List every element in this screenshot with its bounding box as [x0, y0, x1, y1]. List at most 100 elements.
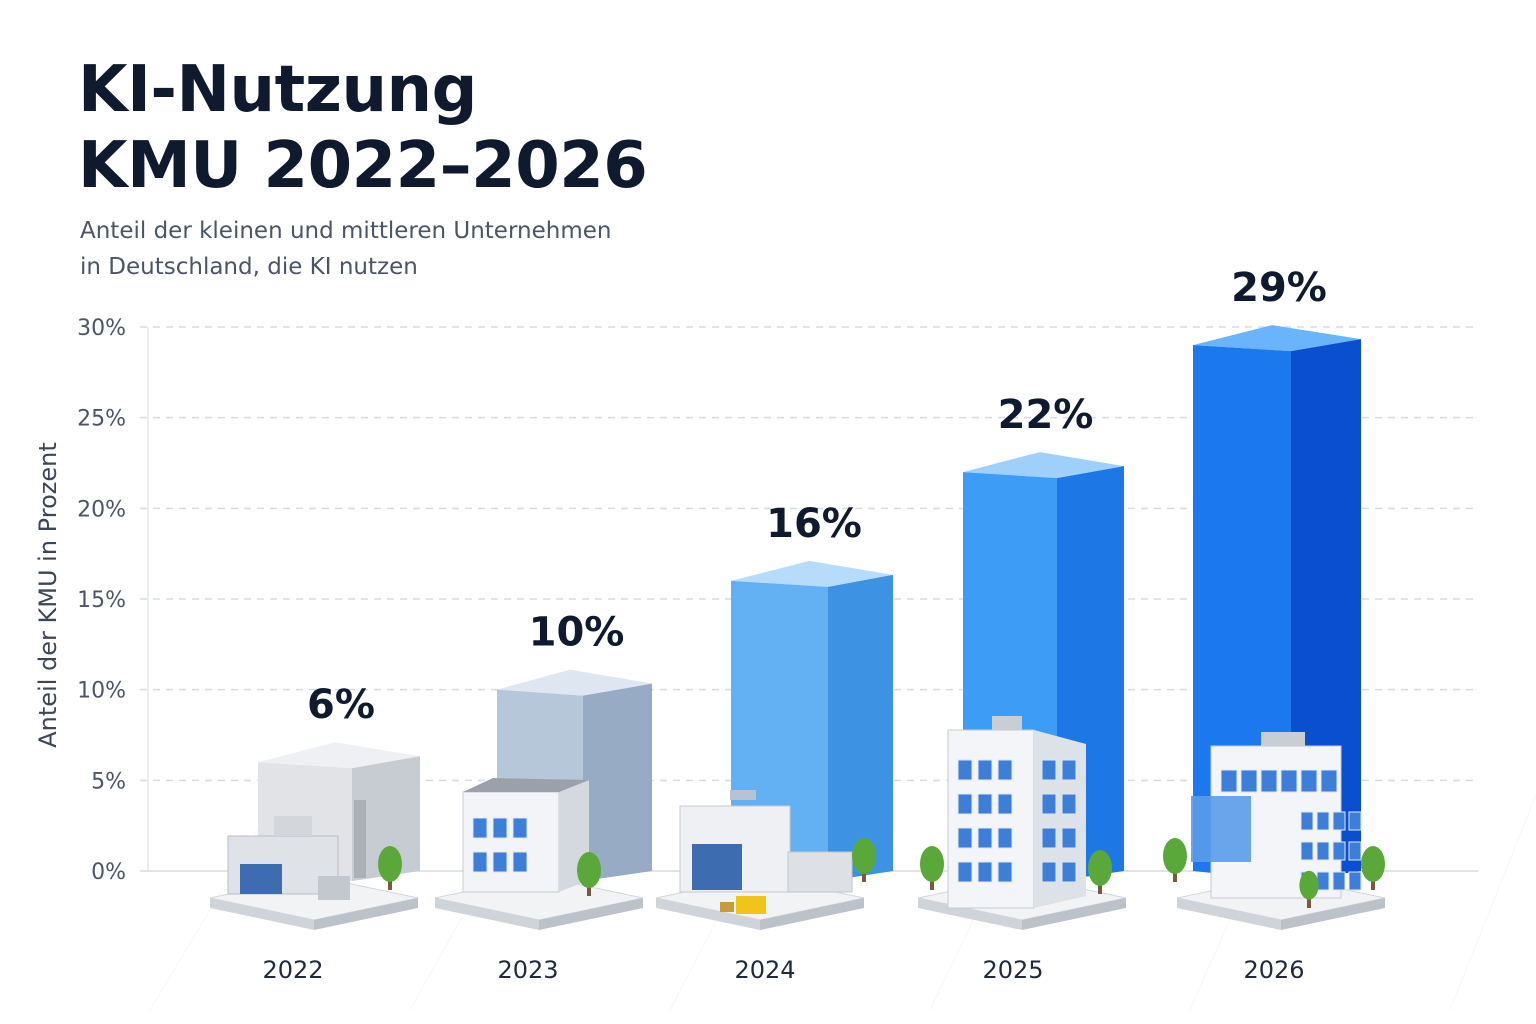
window — [472, 851, 488, 873]
x-tick-label: 2024 — [734, 956, 795, 984]
warehouse-door — [692, 844, 742, 890]
window — [1240, 769, 1258, 793]
platform-side — [918, 898, 1022, 930]
cargo-box — [720, 902, 734, 912]
roof-unit — [274, 816, 312, 836]
window — [1348, 871, 1362, 891]
platform-side — [760, 898, 864, 930]
window — [957, 861, 973, 883]
window — [997, 793, 1013, 815]
y-axis-title: Anteil der KMU in Prozent — [34, 442, 62, 747]
window — [512, 851, 528, 873]
chart-title-line-1: KI-Nutzung — [78, 53, 477, 127]
window — [1300, 811, 1314, 831]
tree-trunk — [1098, 880, 1102, 894]
office-tower-icon — [917, 716, 1127, 930]
warehouse-annex — [787, 851, 853, 893]
warehouse-icon — [655, 790, 876, 930]
glass-office-icon — [1163, 732, 1386, 930]
window — [512, 817, 528, 839]
window — [472, 817, 488, 839]
roof-unit — [992, 716, 1022, 730]
chimney — [354, 800, 366, 878]
platform-side — [1281, 898, 1385, 930]
tree-crown — [1163, 838, 1187, 874]
chart-title: KI-Nutzung KMU 2022–2026 — [78, 52, 648, 204]
bar-side — [828, 574, 893, 881]
window — [1332, 811, 1346, 831]
y-tick-label: 0% — [91, 860, 126, 885]
tree-crown — [577, 852, 601, 888]
skylight — [730, 790, 756, 800]
window — [1316, 871, 1330, 891]
window — [1041, 861, 1057, 883]
y-tick-label: 15% — [77, 588, 126, 613]
window — [1061, 759, 1077, 781]
floor-line — [1449, 793, 1536, 1011]
platform-side — [314, 898, 418, 930]
window — [977, 759, 993, 781]
window — [977, 827, 993, 849]
bar-top — [258, 742, 420, 769]
window — [1332, 841, 1346, 861]
window — [1260, 769, 1278, 793]
platform-side — [539, 898, 643, 930]
value-label: 29% — [1231, 265, 1327, 311]
window — [1332, 871, 1346, 891]
window — [957, 827, 973, 849]
window — [1220, 769, 1238, 793]
forklift-body — [736, 896, 766, 914]
value-label: 10% — [529, 610, 625, 656]
bar-top — [497, 669, 652, 696]
platform-side — [435, 898, 539, 930]
window — [997, 759, 1013, 781]
tree-crown — [1361, 846, 1385, 882]
bar-top — [963, 452, 1124, 479]
x-tick-label: 2022 — [262, 956, 323, 984]
window — [1041, 759, 1057, 781]
window — [957, 793, 973, 815]
tree-crown — [852, 838, 876, 874]
y-tick-label: 25% — [77, 407, 126, 432]
window — [1348, 841, 1362, 861]
value-label: 6% — [307, 682, 375, 728]
tree-trunk — [930, 876, 934, 890]
platform-side — [656, 898, 760, 930]
x-tick-label: 2023 — [497, 956, 558, 984]
tree-trunk — [1173, 868, 1177, 882]
window — [1320, 769, 1338, 793]
window — [1348, 811, 1362, 831]
bar-side — [583, 683, 652, 881]
office-front — [462, 791, 560, 893]
tree-trunk — [587, 882, 591, 896]
chart-subtitle: Anteil der kleinen und mittleren Unterne… — [80, 213, 680, 285]
window — [1300, 769, 1318, 793]
platform-side — [1177, 898, 1281, 930]
glass-facade — [1191, 796, 1251, 862]
tree-crown — [1088, 850, 1112, 886]
window — [492, 851, 508, 873]
chart-subtitle-line-1: Anteil der kleinen und mittleren Unterne… — [80, 218, 612, 244]
window — [492, 817, 508, 839]
y-tick-label: 20% — [77, 497, 126, 522]
y-tick-label: 5% — [91, 769, 126, 794]
tree-trunk — [1307, 894, 1311, 908]
annex — [318, 876, 350, 900]
tree-trunk — [388, 876, 392, 890]
window — [1061, 793, 1077, 815]
x-tick-label: 2026 — [1243, 956, 1304, 984]
chart-title-line-2: KMU 2022–2026 — [78, 129, 648, 203]
window — [1300, 841, 1314, 861]
x-tick-label: 2025 — [982, 956, 1043, 984]
bar-top — [1193, 325, 1361, 352]
chart-subtitle-line-2: in Deutschland, die KI nutzen — [80, 254, 418, 280]
y-tick-label: 30% — [77, 316, 126, 341]
window — [977, 861, 993, 883]
window — [1316, 811, 1330, 831]
garage-door — [240, 864, 282, 894]
window — [1280, 769, 1298, 793]
value-label: 22% — [998, 392, 1094, 438]
small-office-icon — [434, 778, 644, 930]
window — [977, 793, 993, 815]
